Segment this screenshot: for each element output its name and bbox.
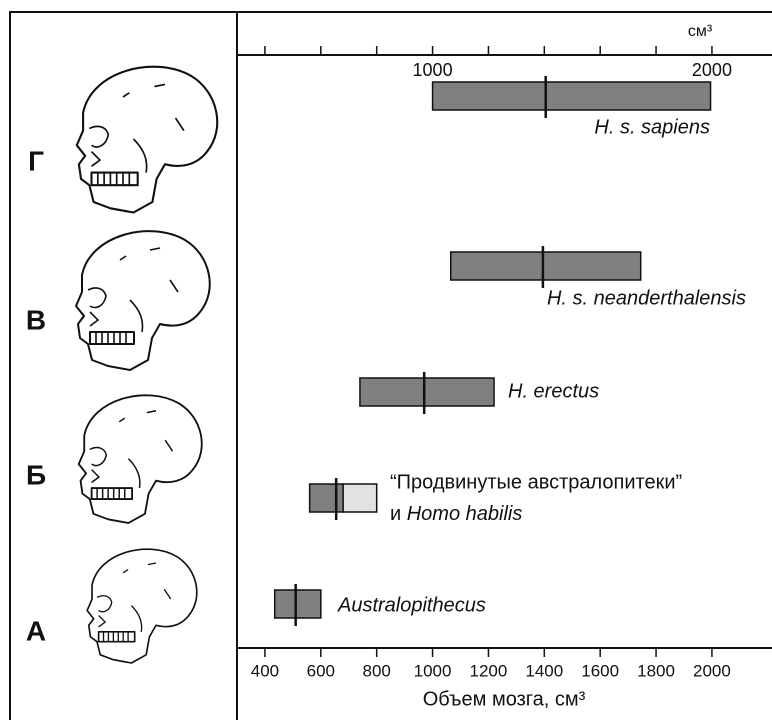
x-tick-label: 1800 bbox=[637, 661, 675, 680]
x-tick-label: 600 bbox=[307, 661, 335, 680]
range-bar bbox=[310, 484, 344, 512]
series-label: H. s. neanderthalensis bbox=[547, 287, 746, 309]
series-label: H. s. sapiens bbox=[594, 116, 710, 138]
series-label: Australopithecus bbox=[337, 594, 486, 616]
skull-illustration bbox=[77, 67, 217, 213]
chart: см³ Объем мозга, см³ 400 600 800 1000 1200 14… bbox=[0, 0, 772, 720]
x-tick-label: 1200 bbox=[470, 661, 508, 680]
row-label: Б bbox=[26, 459, 46, 490]
range-bar bbox=[360, 378, 494, 406]
x-tick-label: 1400 bbox=[525, 661, 563, 680]
skull-illustration bbox=[76, 231, 210, 370]
range-bar-light bbox=[343, 484, 377, 512]
skull-illustration bbox=[79, 395, 202, 523]
label-part: Homo habilis bbox=[407, 503, 523, 525]
x-tick-label: 1600 bbox=[581, 661, 619, 680]
range-bar bbox=[275, 590, 321, 618]
x-tick-label: 2000 bbox=[693, 661, 731, 680]
x-axis-title: Объем мозга, см³ bbox=[423, 688, 586, 710]
range-bar bbox=[433, 82, 711, 110]
x-tick-label: 1000 bbox=[414, 661, 452, 680]
series-label-extra: и Homo habilis bbox=[390, 503, 522, 525]
top-tick-label: 2000 bbox=[692, 60, 732, 80]
label-part: и bbox=[390, 503, 401, 525]
series-label: H. erectus bbox=[508, 380, 599, 402]
unit-label: см³ bbox=[688, 23, 713, 40]
x-tick-label: 800 bbox=[362, 661, 390, 680]
row-label: В bbox=[26, 304, 46, 335]
series-label: “Продвинутые австралопитеки” bbox=[390, 471, 682, 493]
skull-illustration bbox=[87, 549, 197, 663]
row-label: А bbox=[26, 615, 46, 646]
range-bar bbox=[451, 252, 641, 280]
top-tick-label: 1000 bbox=[413, 60, 453, 80]
row-label: Г bbox=[28, 145, 44, 176]
x-tick-label: 400 bbox=[251, 661, 279, 680]
